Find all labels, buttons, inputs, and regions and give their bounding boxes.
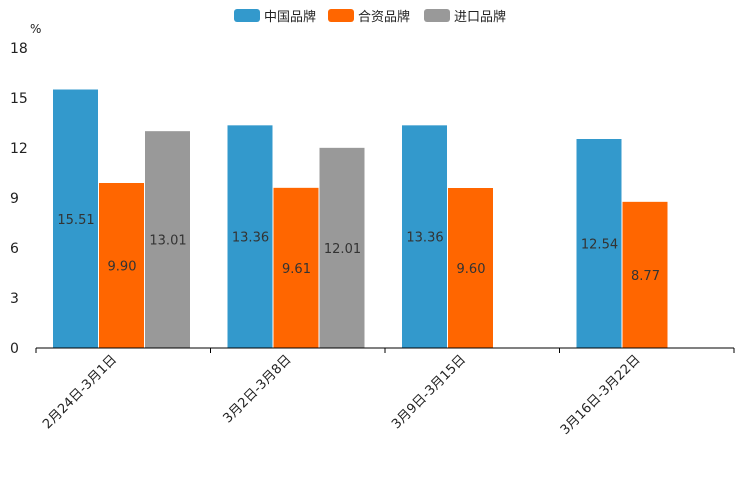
data-label: 9.90 — [108, 260, 137, 275]
legend-label: 进口品牌 — [454, 9, 506, 25]
data-label: 9.60 — [457, 262, 486, 277]
y-tick-label: 9 — [10, 191, 19, 207]
bar — [622, 201, 668, 348]
bar — [273, 187, 319, 348]
x-axis-ticks — [35, 348, 735, 353]
data-label: 13.36 — [232, 231, 269, 246]
y-tick-label: 15 — [10, 91, 28, 107]
data-label: 15.51 — [57, 213, 94, 228]
legend-swatch — [234, 9, 260, 22]
bar — [227, 125, 273, 348]
x-category-label: 3月9日-3月15日 — [389, 352, 469, 432]
bar — [99, 183, 144, 348]
bar — [145, 131, 190, 348]
legend-swatch — [424, 9, 450, 22]
data-label: 8.77 — [631, 269, 660, 284]
y-axis-unit: % — [30, 22, 41, 36]
y-tick-label: 18 — [10, 41, 28, 57]
legend-label: 中国品牌 — [264, 9, 316, 25]
y-tick-label: 0 — [10, 341, 19, 357]
bar — [402, 125, 447, 348]
y-tick-label: 6 — [10, 241, 19, 257]
data-label: 13.01 — [149, 234, 186, 249]
data-label: 12.01 — [324, 242, 361, 257]
bars — [53, 89, 668, 348]
legend-swatch — [328, 9, 354, 22]
data-label: 12.54 — [581, 238, 618, 253]
legend-label: 合资品牌 — [358, 9, 410, 25]
data-labels: 15.51 9.90 13.01 13.36 9.61 12.01 13.36 9.60 12.… — [57, 213, 660, 284]
y-tick-label: 3 — [10, 291, 19, 307]
data-label: 13.36 — [406, 231, 443, 246]
bar — [448, 188, 493, 348]
y-tick-label: 12 — [10, 141, 28, 157]
bar — [319, 147, 365, 348]
x-category-label: 3月2日-3月8日 — [220, 352, 294, 426]
y-axis-ticks: 0 3 6 9 12 15 18 — [10, 41, 28, 357]
bar — [53, 89, 98, 348]
x-axis-category-labels: 2月24日-3月1日 3月2日-3月8日 3月9日-3月15日 3月16日-3月22日 — [40, 352, 643, 438]
legend: 中国品牌 合资品牌 进口品牌 — [234, 9, 506, 25]
data-label: 9.61 — [282, 262, 311, 277]
x-category-label: 2月24日-3月1日 — [40, 352, 120, 432]
x-category-label: 3月16日-3月22日 — [558, 352, 644, 438]
bar — [576, 139, 622, 348]
